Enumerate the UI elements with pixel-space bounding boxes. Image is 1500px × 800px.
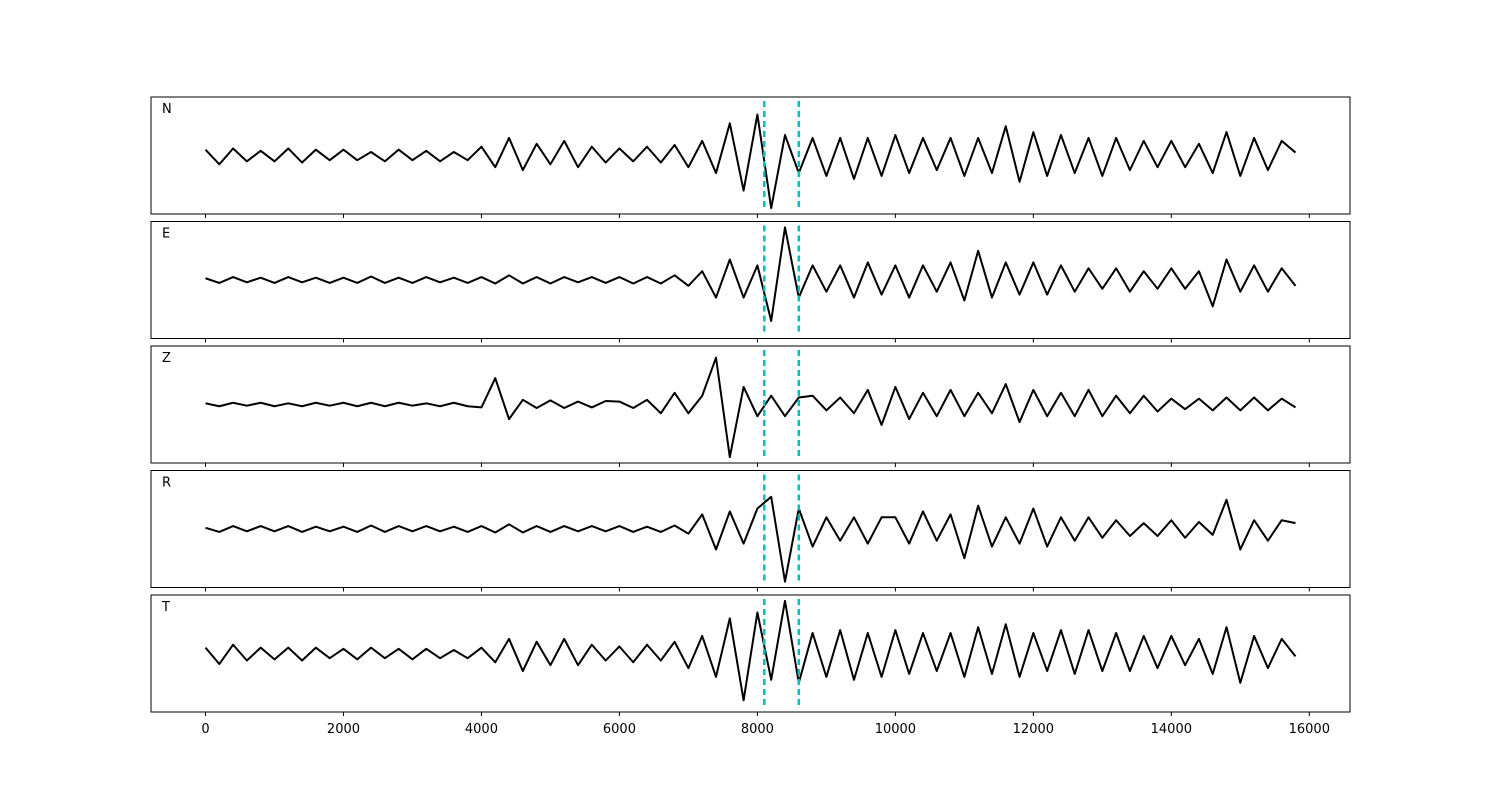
trace xyxy=(205,226,1297,322)
panel-label: R xyxy=(162,476,171,491)
trace xyxy=(204,599,1297,702)
panel-frame xyxy=(150,594,1351,713)
panel-label: T xyxy=(161,600,170,615)
x-tick-label: 8000 xyxy=(741,722,774,737)
x-tick-label: 16000 xyxy=(1289,722,1330,737)
x-tick-label: 14000 xyxy=(1151,722,1192,737)
panel-label: Z xyxy=(162,351,171,366)
x-tick-label: 0 xyxy=(201,722,209,737)
panel-label: E xyxy=(162,227,170,242)
panel-frame xyxy=(150,96,1351,215)
panel-frame xyxy=(150,345,1351,464)
x-tick-label: 12000 xyxy=(1013,722,1054,737)
x-tick-label: 4000 xyxy=(465,722,498,737)
trace xyxy=(205,495,1296,583)
x-tick-label: 10000 xyxy=(875,722,916,737)
trace xyxy=(205,356,1297,459)
trace xyxy=(204,113,1297,210)
panel-label: N xyxy=(162,102,172,117)
panel-frame xyxy=(150,221,1351,339)
x-tick-label: 2000 xyxy=(327,722,360,737)
x-tick-label: 6000 xyxy=(603,722,636,737)
panel-frame xyxy=(150,470,1351,588)
